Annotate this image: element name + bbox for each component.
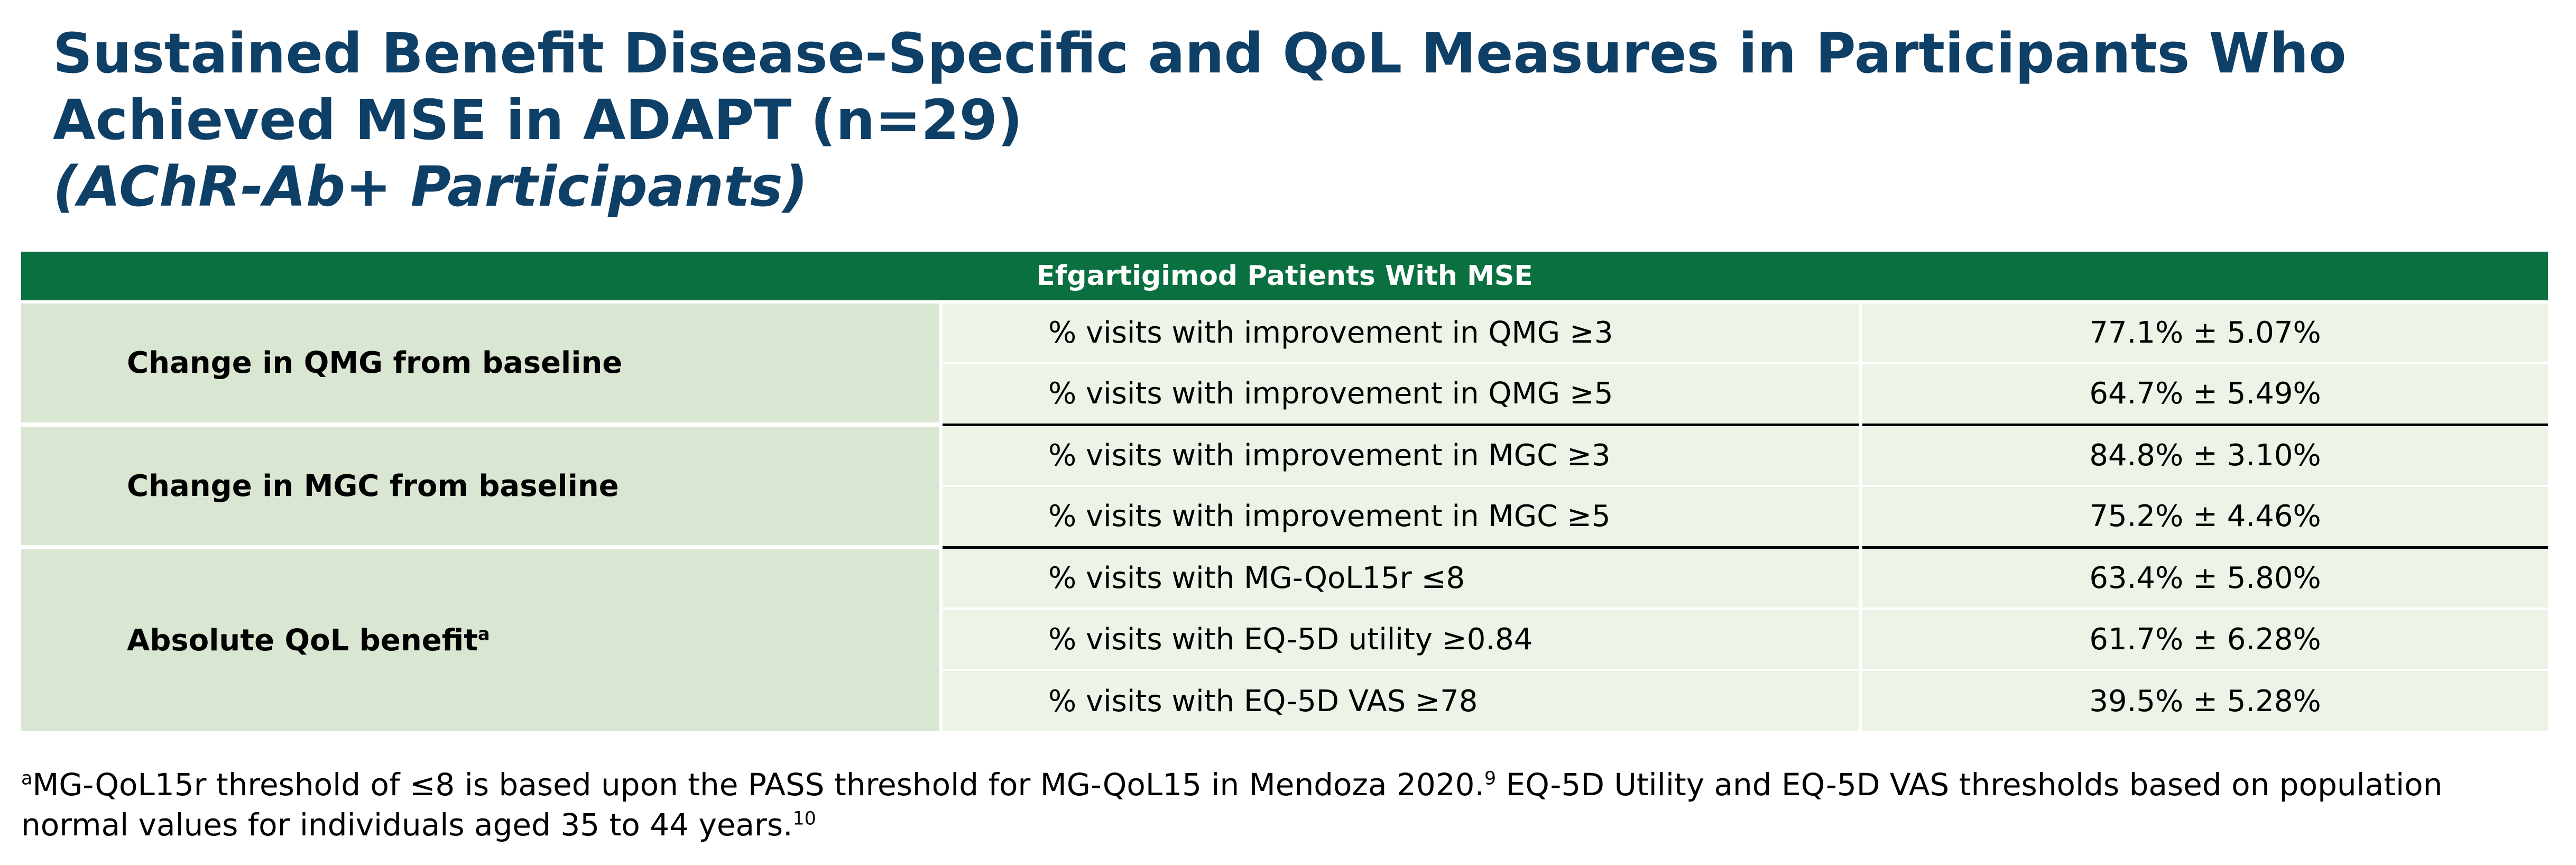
group-label-qmg: Change in QMG from baseline: [21, 302, 943, 427]
footnote-text: EQ-5D Utility and EQ-5D VAS thresholds b…: [21, 767, 2443, 843]
table-header: Efgartigimod Patients With MSE: [21, 252, 2549, 303]
table-row: % visits with improvement in MGC ≥5 75.2…: [21, 486, 2549, 549]
footnote-marker: a: [478, 623, 490, 644]
group-label-mgc: Change in MGC from baseline: [21, 425, 943, 549]
table-row: Change in QMG from baseline % visits wit…: [21, 302, 2549, 427]
reference-number: 9: [1484, 768, 1497, 789]
results-table: Efgartigimod Patients With MSE Change in…: [21, 252, 2549, 731]
metric-cell: % visits with improvement in MGC ≥3: [941, 425, 1862, 487]
value-cell: 77.1% ± 5.07%: [1861, 302, 2549, 364]
table-row: Absolute QoL benefita % visits with MG-Q…: [21, 547, 2549, 731]
group-label-qol: Absolute QoL benefita: [21, 547, 943, 731]
footnote-marker: a: [21, 768, 33, 789]
metric-cell: % visits with improvement in QMG ≥3: [941, 302, 1862, 364]
reference-number: 10: [792, 808, 816, 830]
footnote: aMG-QoL15r threshold of ≤8 is based upon…: [21, 765, 2559, 845]
title-block: Sustained Benefit Disease-Specific and Q…: [53, 20, 2548, 220]
page-subtitle: (AChR-Ab+ Participants): [53, 154, 808, 219]
group-label-text: Absolute QoL benefit: [127, 623, 478, 658]
value-cell: 63.4% ± 5.80%: [1861, 547, 2549, 610]
value-cell: 39.5% ± 5.28%: [1861, 670, 2549, 731]
metric-cell: % visits with improvement in QMG ≥5: [941, 363, 1862, 426]
table-row: Change in MGC from baseline % visits wit…: [21, 425, 2549, 549]
table-row: % visits with EQ-5D VAS ≥78 39.5% ± 5.28…: [21, 670, 2549, 731]
table-row: % visits with EQ-5D utility ≥0.84 61.7% …: [21, 609, 2549, 671]
group-label-text: Change in MGC from baseline: [127, 468, 619, 503]
page-title: Sustained Benefit Disease-Specific and Q…: [53, 21, 2347, 152]
value-cell: 84.8% ± 3.10%: [1861, 425, 2549, 487]
metric-cell: % visits with improvement in MGC ≥5: [941, 486, 1862, 549]
table-row: % visits with improvement in QMG ≥5 64.7…: [21, 363, 2549, 426]
value-cell: 61.7% ± 6.28%: [1861, 609, 2549, 671]
metric-cell: % visits with EQ-5D utility ≥0.84: [941, 609, 1862, 671]
value-cell: 75.2% ± 4.46%: [1861, 486, 2549, 549]
metric-cell: % visits with MG-QoL15r ≤8: [941, 547, 1862, 610]
value-cell: 64.7% ± 5.49%: [1861, 363, 2549, 426]
metric-cell: % visits with EQ-5D VAS ≥78: [941, 670, 1862, 731]
results-table-wrap: Efgartigimod Patients With MSE Change in…: [21, 252, 2549, 731]
group-label-text: Change in QMG from baseline: [127, 346, 623, 380]
table-header-row: Efgartigimod Patients With MSE: [21, 252, 2549, 303]
footnote-text: MG-QoL15r threshold of ≤8 is based upon …: [32, 767, 1485, 803]
